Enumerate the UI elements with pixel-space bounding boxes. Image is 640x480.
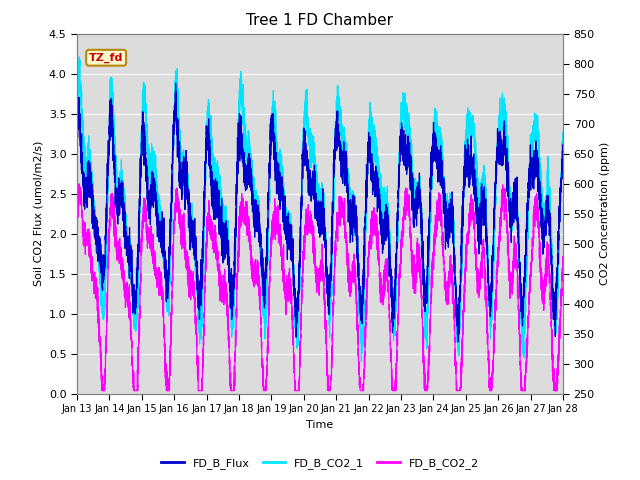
Y-axis label: CO2 Concentration (ppm): CO2 Concentration (ppm) (600, 142, 611, 285)
Text: TZ_fd: TZ_fd (89, 53, 124, 63)
Y-axis label: Soil CO2 Flux (umol/m2/s): Soil CO2 Flux (umol/m2/s) (33, 141, 43, 286)
Legend: FD_B_Flux, FD_B_CO2_1, FD_B_CO2_2: FD_B_Flux, FD_B_CO2_1, FD_B_CO2_2 (158, 455, 482, 472)
Title: Tree 1 FD Chamber: Tree 1 FD Chamber (246, 13, 394, 28)
X-axis label: Time: Time (307, 420, 333, 430)
